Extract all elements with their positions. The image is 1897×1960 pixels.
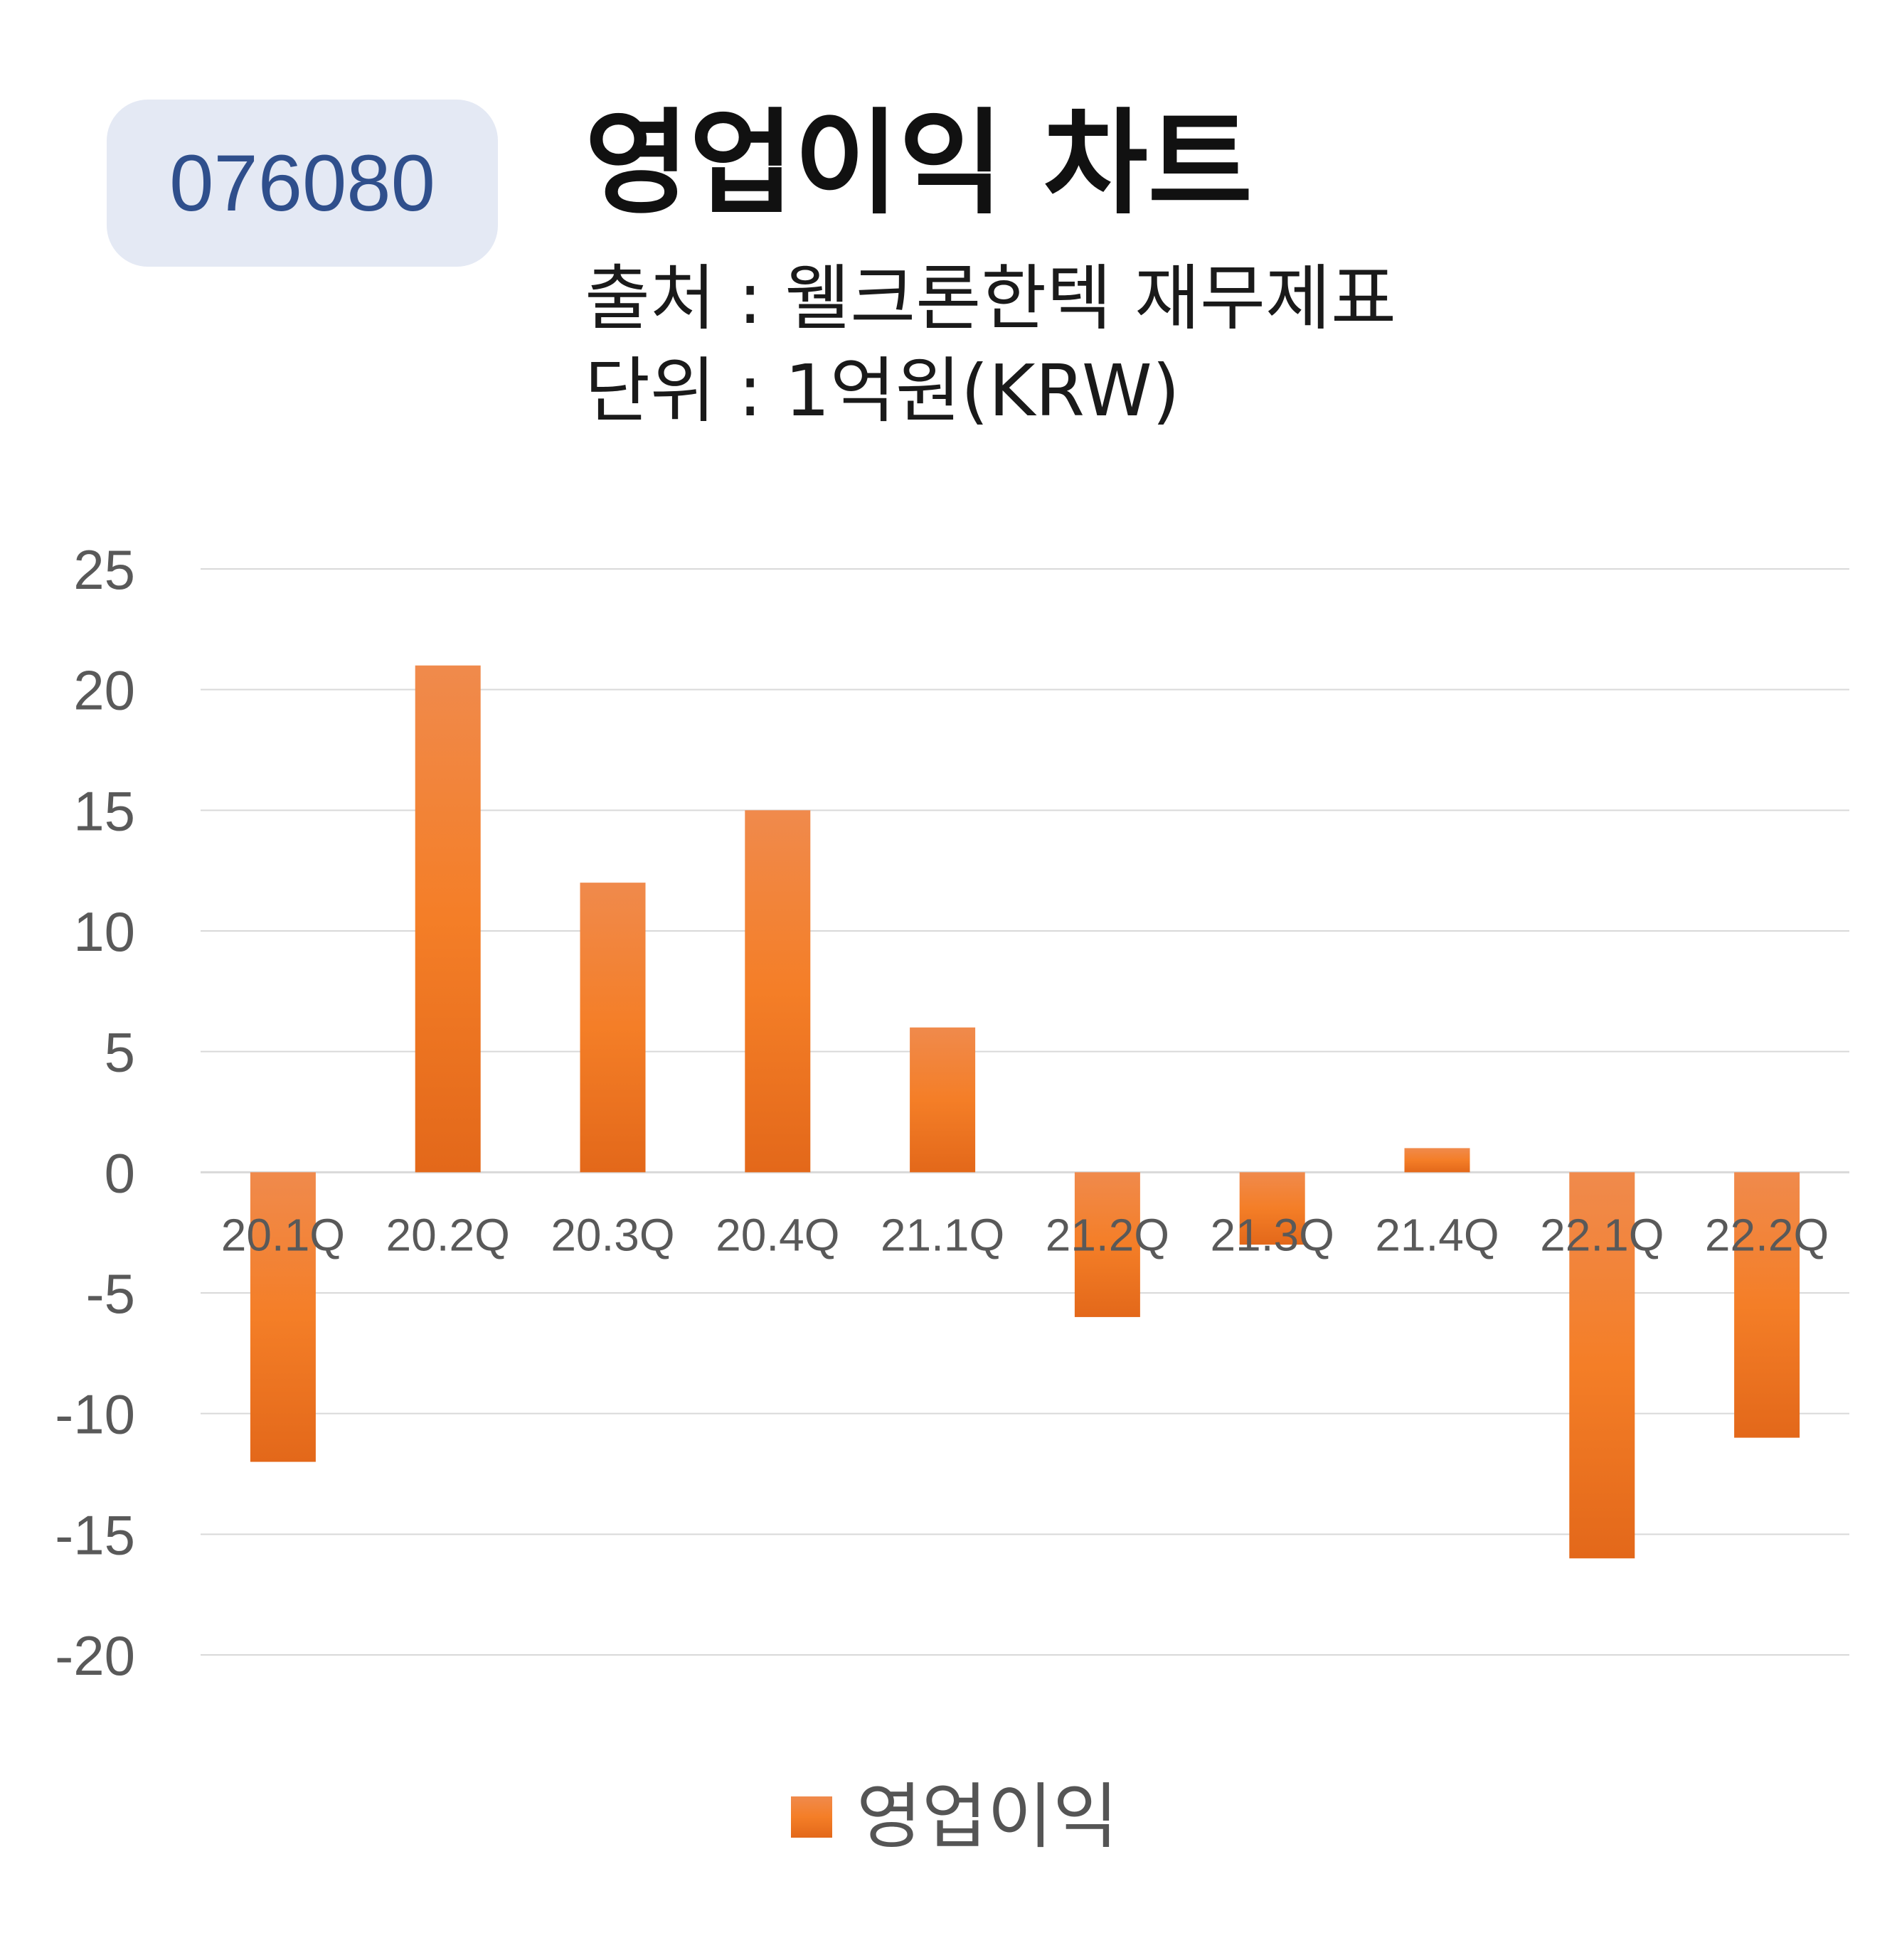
y-axis-ticks: 25 20 15 10 5 0 -5 -10 -15 -20	[55, 538, 135, 1687]
bar-22.2Q	[1734, 1172, 1800, 1438]
bar-20.2Q	[415, 665, 481, 1173]
y-tick-label: 25	[73, 538, 135, 601]
legend-swatch	[791, 1796, 832, 1838]
x-tick-label: 21.2Q	[1046, 1209, 1169, 1260]
bar-20.3Q	[580, 883, 646, 1173]
ticker-code: 076080	[169, 139, 435, 228]
bar-21.1Q	[910, 1027, 976, 1173]
y-tick-label: -10	[55, 1383, 135, 1446]
bar-22.1Q	[1569, 1172, 1635, 1559]
x-tick-label: 22.1Q	[1540, 1209, 1664, 1260]
chart-title: 영업이익 차트	[585, 97, 1253, 230]
y-tick-label: -15	[55, 1503, 135, 1566]
bars	[250, 665, 1800, 1559]
y-tick-label: 10	[73, 900, 135, 963]
y-tick-label: -20	[55, 1624, 135, 1687]
legend: 영업이익	[791, 1781, 1118, 1853]
x-tick-label: 21.4Q	[1375, 1209, 1499, 1260]
bar-20.1Q	[250, 1172, 316, 1462]
bar-21.3Q	[1239, 1172, 1305, 1245]
chart-unit: 단위 : 1억원(KRW)	[585, 349, 1180, 432]
x-tick-label: 21.1Q	[881, 1209, 1004, 1260]
x-tick-label: 20.2Q	[386, 1209, 510, 1260]
bar-21.2Q	[1074, 1172, 1140, 1317]
y-tick-label: 20	[73, 659, 135, 722]
bar-20.4Q	[745, 810, 811, 1173]
y-tick-label: 5	[105, 1021, 135, 1084]
x-tick-label: 20.1Q	[221, 1209, 345, 1260]
x-axis-ticks: 20.1Q 20.2Q 20.3Q 20.4Q 21.1Q 21.2Q 21.3Q 21.4Q…	[221, 1209, 1829, 1260]
x-tick-label: 21.3Q	[1211, 1209, 1334, 1260]
chart-source: 출처 : 웰크론한텍 재무제표	[585, 257, 1397, 340]
y-tick-label: -5	[86, 1262, 135, 1325]
ticker-badge: 076080	[107, 100, 498, 267]
y-tick-label: 0	[105, 1141, 135, 1204]
bar-21.4Q	[1404, 1148, 1470, 1173]
y-tick-label: 15	[73, 779, 135, 842]
x-tick-label: 22.2Q	[1705, 1209, 1829, 1260]
x-tick-label: 20.4Q	[716, 1209, 839, 1260]
x-tick-label: 20.3Q	[551, 1209, 674, 1260]
legend-label: 영업이익	[856, 1775, 1118, 1858]
